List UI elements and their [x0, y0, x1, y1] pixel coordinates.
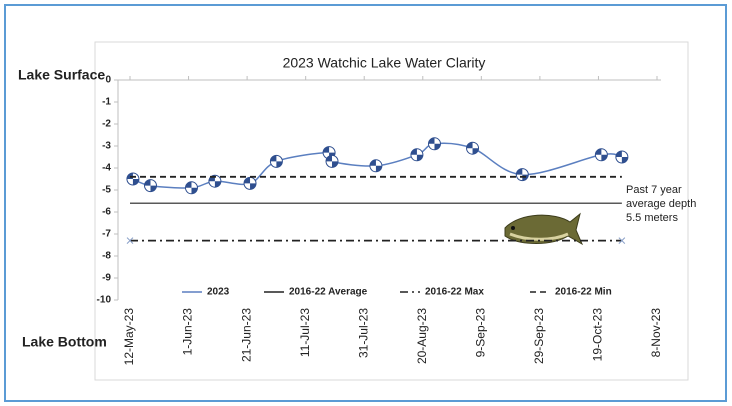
x-tick-label: 31-Jul-23: [356, 308, 370, 358]
data-point: [126, 237, 134, 244]
marker-shading: [326, 155, 339, 168]
chart-area: [94, 41, 689, 381]
annotation: 5.5 meters: [626, 212, 678, 224]
x-tick-label: 20-Aug-23: [415, 308, 429, 364]
marker-shading: [270, 155, 283, 168]
y-tick-label: -9: [102, 273, 111, 284]
x-tick-label: 8-Nov-23: [649, 308, 663, 358]
y-tick-label: -1: [102, 97, 111, 108]
y-tick-label: -8: [102, 251, 111, 262]
legend-label: 2023: [207, 287, 230, 298]
y-tick-label: -6: [102, 207, 111, 218]
marker-shading: [185, 181, 198, 194]
legend-label: 2016-22 Average: [289, 287, 368, 298]
x-tick-label: 11-Jul-23: [298, 308, 312, 357]
y-tick-label: -2: [102, 119, 111, 130]
legend-label: 2016-22 Max: [425, 287, 484, 298]
x-tick-label: 12-May-23: [122, 308, 136, 366]
marker-shading: [126, 173, 139, 185]
marker-shading: [144, 179, 157, 192]
top-label: Lake Surface: [18, 67, 105, 83]
fish-icon: [504, 212, 584, 246]
x-tick-label: 9-Sep-23: [474, 308, 488, 358]
chart-title: 2023 Watchic Lake Water Clarity: [283, 55, 486, 71]
marker-shading: [428, 137, 441, 150]
y-tick-label: -10: [97, 295, 112, 306]
annotation: Past 7 year: [626, 184, 682, 196]
marker-shading: [466, 142, 479, 155]
marker-shading: [615, 151, 628, 163]
marker-shading: [595, 148, 608, 161]
marker-shading: [208, 175, 221, 188]
legend-label: 2016-22 Min: [555, 287, 612, 298]
marker-shading: [369, 159, 382, 172]
x-tick-label: 19-Oct-23: [591, 308, 605, 362]
x-tick-label: 21-Jun-23: [239, 308, 253, 362]
bottom-label: Lake Bottom: [22, 334, 107, 350]
annotation: average depth: [626, 198, 696, 210]
marker-shading: [410, 148, 423, 161]
x-tick-label: 1-Jun-23: [181, 308, 195, 356]
y-tick-label: -4: [102, 163, 111, 174]
marker-shading: [244, 177, 257, 190]
x-tick-label: 29-Sep-23: [532, 308, 546, 364]
y-tick-label: -7: [102, 229, 111, 240]
y-tick-label: 0: [105, 75, 111, 86]
y-tick-label: -5: [102, 185, 111, 196]
y-tick-label: -3: [102, 141, 111, 152]
data-point: [618, 237, 626, 244]
